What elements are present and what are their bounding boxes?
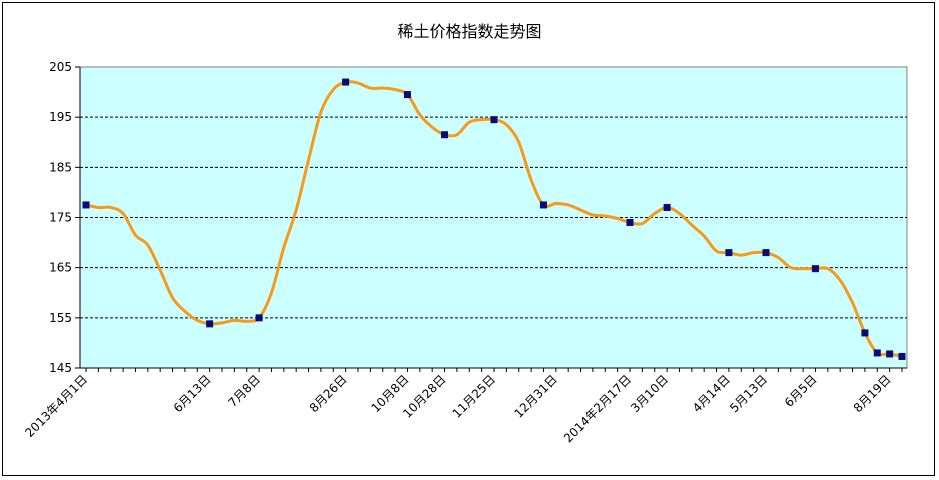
y-tick-label: 145: [49, 361, 72, 375]
data-point: [725, 249, 733, 257]
y-tick-label: 155: [49, 311, 72, 325]
y-tick-label: 205: [49, 60, 72, 74]
x-tick-label: 7月8日: [226, 372, 264, 410]
y-tick-label: 165: [49, 261, 72, 275]
x-tick-label: 6月13日: [171, 372, 214, 415]
x-tick-label: 2014年2月17日: [561, 372, 634, 445]
x-tick-label: 5月13日: [727, 372, 770, 415]
data-point: [255, 314, 263, 322]
data-point: [898, 352, 906, 360]
data-point: [873, 349, 881, 357]
data-point: [403, 91, 411, 99]
x-tick-label: 8月19日: [851, 372, 894, 415]
data-point: [539, 201, 547, 209]
x-tick-label: 3月10日: [628, 372, 671, 415]
y-tick-label: 175: [49, 211, 72, 225]
y-axis: 145 155 165 175 185 195 205: [49, 60, 81, 375]
x-tick-label: 12月31日: [511, 372, 559, 420]
data-point: [441, 131, 449, 139]
x-tick-label: 6月5日: [782, 372, 820, 410]
y-tick-label: 185: [49, 160, 72, 174]
x-tick-label: 8月26日: [307, 372, 350, 415]
grid-lines: [80, 116, 907, 319]
chart-title: 稀土价格指数走势图: [397, 22, 542, 41]
x-tick-label: 11月25日: [450, 372, 498, 420]
data-point: [861, 329, 869, 337]
data-point: [626, 219, 634, 227]
data-point: [762, 249, 770, 257]
data-point: [811, 265, 819, 273]
y-tick-label: 195: [49, 110, 72, 124]
data-point: [206, 320, 214, 328]
data-point: [663, 203, 671, 211]
data-point: [886, 350, 894, 358]
data-point: [82, 201, 90, 209]
x-tick-label: 2013年4月1日: [22, 372, 90, 440]
data-point: [490, 116, 498, 124]
x-tick-label: 4月14日: [690, 372, 733, 415]
data-point: [342, 78, 350, 86]
series-group: [82, 78, 906, 360]
